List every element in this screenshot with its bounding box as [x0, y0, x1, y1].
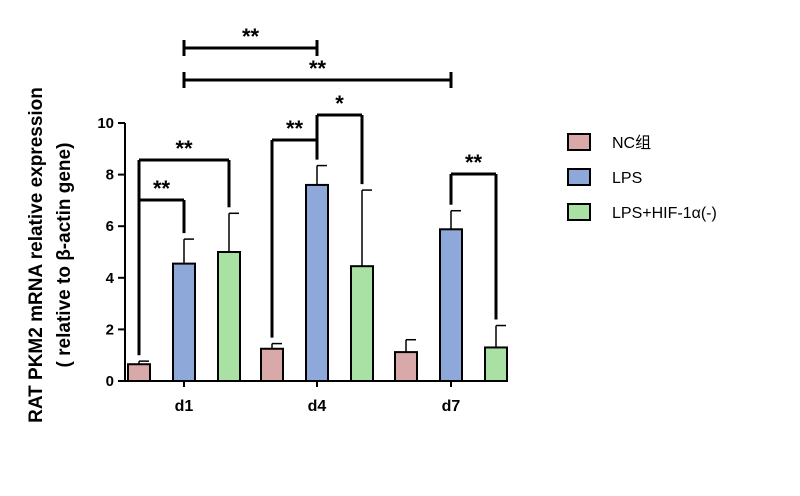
bar	[394, 351, 418, 383]
significance-label: **	[286, 116, 304, 141]
y-tick-label: 6	[106, 218, 114, 235]
y-tick-label: 8	[106, 167, 114, 184]
significance-annotations: *************	[137, 24, 498, 356]
legend-swatch	[567, 168, 591, 186]
plot-area: 0 2 4 6 8 10 d1 d4 d7	[97, 115, 508, 415]
significance-label: **	[465, 150, 483, 175]
bar	[484, 346, 508, 382]
legend-swatch	[567, 203, 591, 221]
bar	[350, 265, 374, 382]
y-axis-title: RAT PKM2 mRNA relative expression ( rela…	[26, 87, 75, 423]
bar	[305, 183, 329, 382]
bar	[260, 347, 284, 382]
significance-label: **	[175, 136, 193, 161]
y-tick-label: 0	[106, 373, 114, 390]
significance-label: **	[153, 176, 171, 201]
significance-label: **	[309, 56, 327, 81]
y-tick-label: 4	[106, 270, 115, 287]
significance-label: *	[335, 91, 344, 116]
bar	[172, 262, 196, 382]
y-axis-title-line-1: RAT PKM2 mRNA relative expression	[26, 87, 47, 423]
bar	[127, 363, 151, 383]
legend-swatch	[567, 133, 591, 151]
x-tick-label: d1	[175, 398, 194, 415]
legend-label: LPS	[612, 170, 642, 187]
y-tick-label: 10	[97, 115, 114, 132]
legend-label: NC组	[612, 134, 651, 152]
y-axis-title-line-2: ( relative to β-actin gene)	[54, 143, 75, 368]
y-tick-label: 2	[106, 321, 114, 338]
bar	[439, 228, 463, 382]
x-tick-label: d7	[442, 398, 461, 415]
x-tick-label: d4	[308, 398, 327, 415]
bar	[217, 251, 241, 382]
significance-label: **	[242, 24, 260, 49]
legend: NC组 LPS LPS+HIF-1α(-)	[567, 133, 717, 222]
legend-label: LPS+HIF-1α(-)	[612, 205, 717, 222]
